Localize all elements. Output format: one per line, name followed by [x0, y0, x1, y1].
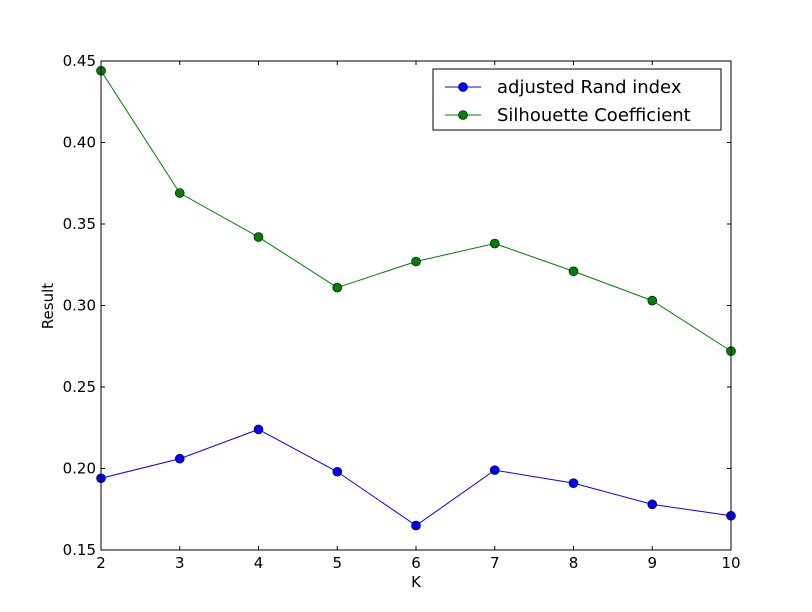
data-point-adjusted-rand-index: [332, 466, 343, 477]
x-tick-label: 6: [411, 554, 421, 572]
y-axis-label: Result: [39, 283, 57, 329]
data-point-silhouette-coefficient: [332, 282, 343, 293]
data-point-adjusted-rand-index: [174, 453, 185, 464]
x-tick-label: 9: [647, 554, 657, 572]
legend: adjusted Rand index Silhouette Coefficie…: [432, 68, 722, 131]
data-point-silhouette-coefficient: [647, 295, 658, 306]
y-tick-label: 0.15: [63, 541, 96, 559]
data-point-adjusted-rand-index: [253, 424, 264, 435]
legend-frame: [432, 68, 722, 131]
data-point-silhouette-coefficient: [411, 256, 421, 267]
data-point-adjusted-rand-index: [568, 478, 579, 488]
y-tick-label: 0.40: [63, 134, 96, 152]
legend-marker-adjusted-rand-index: [458, 82, 468, 92]
x-tick-label: 2: [96, 554, 106, 572]
data-point-adjusted-rand-index: [411, 520, 421, 531]
data-point-silhouette-coefficient: [489, 238, 500, 249]
data-point-silhouette-coefficient: [568, 266, 579, 277]
x-tick-label: 10: [721, 554, 740, 572]
y-tick-label: 0.20: [63, 460, 96, 478]
legend-label-adjusted-rand-index: adjusted Rand index: [497, 77, 682, 98]
y-axis: 0.15 0.20 0.25 0.30 0.35 0.40 0.45: [63, 52, 731, 559]
x-tick-label: 7: [490, 554, 500, 572]
y-tick-label: 0.30: [63, 297, 96, 315]
legend-label-silhouette-coefficient: Silhouette Coefficient: [497, 105, 691, 126]
data-point-adjusted-rand-index: [489, 465, 500, 475]
data-point-adjusted-rand-index: [647, 499, 658, 510]
legend-marker-silhouette-coefficient: [458, 110, 468, 120]
y-tick-label: 0.35: [63, 215, 96, 233]
series-layer: [96, 65, 736, 531]
data-point-silhouette-coefficient: [174, 188, 185, 198]
x-tick-label: 3: [175, 554, 185, 572]
y-tick-label: 0.25: [63, 378, 96, 396]
data-point-silhouette-coefficient: [253, 232, 264, 242]
x-axis: 2 3 4 5 6 7 8 9 10: [96, 61, 741, 572]
plot-background: [101, 61, 731, 550]
x-tick-label: 8: [569, 554, 579, 572]
y-tick-label: 0.45: [63, 52, 96, 70]
x-axis-label: K: [411, 573, 422, 591]
x-tick-label: 4: [254, 554, 264, 572]
x-tick-label: 5: [332, 554, 342, 572]
